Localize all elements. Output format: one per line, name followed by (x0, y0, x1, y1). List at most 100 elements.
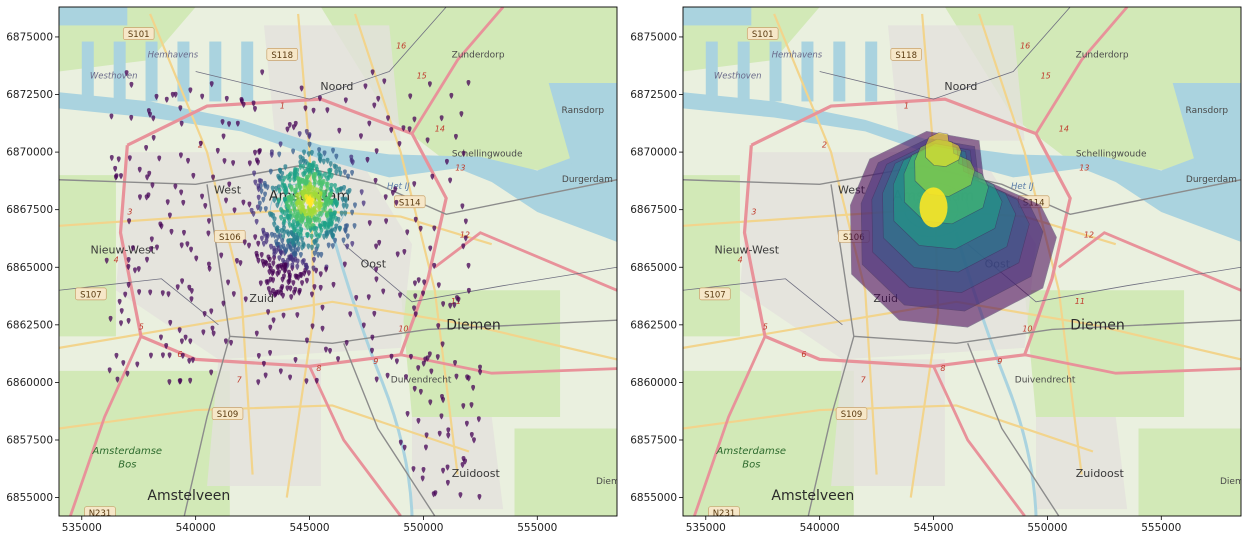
road-shield-label: S101 (128, 30, 150, 40)
scatter-point (350, 240, 355, 248)
x-tick-label: 545000 (289, 522, 329, 534)
scatter-point (291, 280, 296, 287)
scatter-point (167, 212, 172, 219)
scatter-point (348, 311, 353, 318)
place-label: Nieuw-West (90, 243, 155, 256)
scatter-point (127, 218, 132, 225)
scatter-point (300, 259, 305, 266)
y-tick-label: 6875000 (6, 31, 53, 43)
scatter-point (297, 131, 302, 138)
scatter-point (234, 257, 239, 265)
scatter-point (422, 279, 427, 286)
kde-map-svg: 16151413121110987654321S101S118S114S106S… (630, 6, 1242, 534)
motorway (308, 365, 402, 516)
scatter-point (149, 246, 153, 253)
y-tick-label: 6857500 (630, 434, 677, 446)
y-tick-label: 6860000 (6, 377, 53, 389)
scatter-point (331, 147, 335, 154)
place-label: Westhoven (90, 71, 138, 81)
scatter-point (268, 290, 273, 297)
scatter-point (215, 147, 220, 155)
scatter-point (276, 197, 281, 204)
scatter-point (437, 430, 442, 437)
scatter-point (385, 372, 390, 379)
scatter-point (160, 352, 165, 359)
scatter-point (311, 164, 315, 171)
scatter-point (466, 375, 471, 382)
scatter-point (466, 262, 471, 270)
scatter-point (440, 393, 444, 401)
scatter-point (287, 272, 292, 279)
scatter-point (429, 368, 434, 375)
road-shield-label: S114 (399, 198, 421, 208)
scatter-point (421, 360, 426, 367)
scatter-point (272, 221, 277, 228)
scatter-point (117, 298, 122, 306)
scatter-point (179, 242, 184, 249)
place-label: Diem (596, 477, 620, 487)
urban-area (412, 416, 504, 510)
y-tick-label: 6862500 (6, 319, 53, 331)
green-area (59, 370, 230, 516)
scatter-point (448, 177, 453, 184)
ring-number-label: 15 (1041, 71, 1051, 80)
scatter-point (471, 384, 476, 392)
scatter-point (341, 202, 346, 210)
scatter-point (271, 260, 276, 267)
scatter-point (372, 102, 377, 109)
scatter-point (307, 218, 311, 226)
scatter-point (261, 227, 266, 234)
road-shield-label: S101 (752, 30, 774, 40)
scatter-point (413, 216, 418, 223)
scatter-point (401, 125, 406, 132)
scatter-point (452, 302, 457, 309)
scatter-point (370, 334, 375, 341)
scatter-point (150, 182, 155, 189)
scatter-point (279, 207, 283, 214)
road-shield-label: S118 (271, 51, 293, 61)
scatter-point (295, 209, 300, 216)
scatter-point (296, 192, 301, 199)
scatter-point (185, 241, 190, 248)
scatter-point (333, 226, 338, 233)
scatter-point (453, 360, 457, 367)
scatter-point (359, 189, 364, 196)
place-label: Nieuw-West (714, 243, 779, 256)
scatter-point (292, 172, 297, 179)
road-shield (393, 195, 426, 209)
scatter-point (339, 186, 344, 193)
scatter-point (404, 374, 409, 381)
scatter-point (108, 315, 113, 323)
scatter-point (286, 238, 291, 245)
scatter-point (423, 444, 428, 451)
scatter-point (301, 241, 306, 248)
axes-frame (58, 6, 618, 517)
scatter-point (411, 466, 416, 473)
scatter-point (374, 266, 379, 273)
scatter-point (445, 464, 450, 471)
primary-road (354, 13, 459, 475)
scatter-point (428, 399, 433, 406)
scatter-point (342, 169, 347, 176)
scatter-point (274, 185, 279, 193)
scatter-point (231, 160, 236, 167)
scatter-point (149, 352, 153, 359)
y-tick-label: 6870000 (6, 147, 53, 159)
scatter-point (277, 269, 281, 276)
scatter-point (321, 189, 326, 196)
place-label: Zunderdorp (1076, 51, 1129, 61)
scatter-point (297, 180, 301, 187)
scatter-point (310, 291, 314, 298)
y-tick-label: 6872500 (630, 89, 677, 101)
scatter-point (472, 437, 476, 444)
scatter-point (285, 174, 290, 181)
scatter-point (412, 385, 417, 393)
place-label: West (214, 184, 242, 197)
scatter-point (189, 246, 194, 253)
ring-number-label: 13 (455, 164, 465, 173)
scatter-point (304, 277, 309, 284)
scatter-point (445, 479, 450, 487)
scatter-point (291, 219, 296, 226)
scatter-point (344, 203, 349, 210)
scatter-point (247, 160, 252, 167)
